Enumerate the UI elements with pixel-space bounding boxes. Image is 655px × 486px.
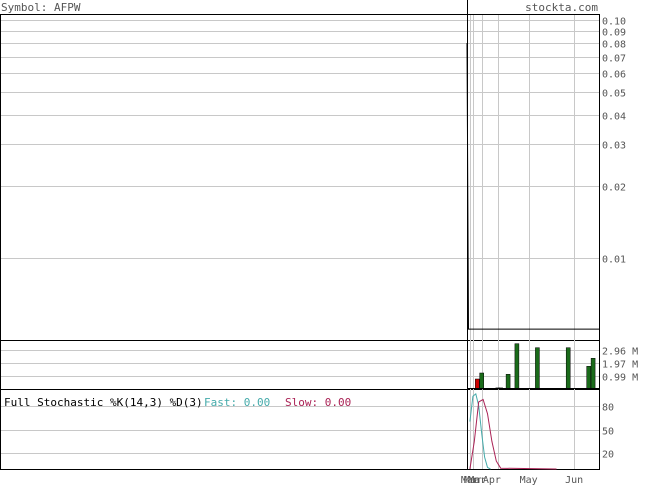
price-line [466,43,599,330]
fast-legend-value: 0.00 [244,396,271,409]
x-tick-label: Mar [468,475,486,486]
volume-tick-label: 2.96 M [602,347,638,358]
volume-tick-label: 0.99 M [602,373,638,384]
slow-legend-value: 0.00 [325,396,352,409]
price-panel [0,14,600,341]
slow-legend-label: Slow: [285,396,325,409]
price-tick-label: 0.09 [602,28,626,39]
grid-layer [1,0,599,469]
price-tick-label: 0.08 [602,40,626,51]
price-tick-label: 0.02 [602,183,626,194]
volume-bar [479,372,484,390]
x-tick-label: May [520,475,538,486]
price-tick-label: 0.04 [602,112,626,123]
stochastic-tick-label: 80 [602,403,614,414]
volume-tick-label: 1.97 M [602,360,638,371]
volume-bar [565,347,571,390]
volume-bar [535,347,540,390]
volume-panel [0,340,600,390]
x-tick-label: Mar [461,475,479,486]
price-tick-label: 0.05 [602,89,626,100]
price-tick-label: 0.06 [602,70,626,81]
fast-legend: Fast: 0.00 [204,396,270,409]
volume-bar [505,374,511,390]
stochastic-tick-label: 50 [602,427,614,438]
volume-bar [586,366,591,390]
volume-bar [475,378,480,390]
x-tick-label: Apr [483,475,501,486]
price-tick-label: 0.01 [602,255,626,266]
symbol-label: Symbol: AFPW [1,1,81,14]
stochastic-panel [0,389,600,470]
fast-stochastic-line [469,393,491,470]
price-tick-label: 0.07 [602,54,626,65]
x-tick-label: Jun [565,475,583,486]
slow-stochastic-line [469,398,557,470]
stochastic-tick-label: 20 [602,450,614,461]
price-layer [466,43,599,330]
x-tick-label: Mar [464,475,482,486]
slow-legend: Slow: 0.00 [285,396,351,409]
price-tick-label: 0.03 [602,141,626,152]
fast-legend-label: Fast: [204,396,244,409]
volume-layer [467,343,599,390]
site-label: stockta.com [525,1,598,14]
stochastic-layer [469,393,557,470]
volume-bar [590,358,596,390]
price-tick-label: 0.10 [602,17,626,28]
volume-bar [514,343,520,390]
stochastic-title: Full Stochastic %K(14,3) %D(3) [4,396,203,409]
axis-layer: 0.100.090.08 0.07 0.06 0.05 0.04 0.03 0.02 0.01… [461,17,638,486]
